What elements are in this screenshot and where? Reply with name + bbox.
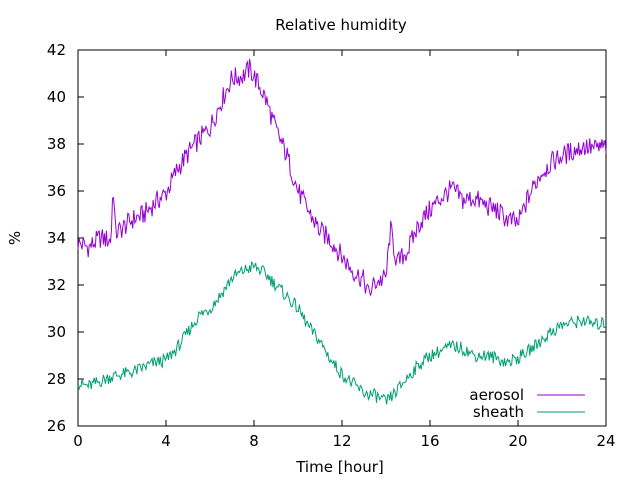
x-tick-label: 24 [596, 432, 615, 450]
x-tick-label: 16 [420, 432, 439, 450]
chart-title: Relative humidity [275, 16, 407, 34]
y-tick-label: 30 [47, 323, 66, 341]
y-tick-label: 34 [47, 229, 66, 247]
x-tick-label: 8 [249, 432, 259, 450]
series-line-sheath [77, 260, 607, 405]
y-tick-label: 38 [47, 135, 66, 153]
y-tick-label: 32 [47, 276, 66, 294]
legend-label-aerosol: aerosol [469, 386, 524, 404]
y-tick-label: 26 [47, 417, 66, 435]
x-tick-label: 20 [508, 432, 527, 450]
y-tick-label: 42 [47, 41, 66, 59]
y-tick-label: 28 [47, 370, 66, 388]
y-axis-title: % [6, 231, 24, 245]
axis-tick-labels: 0 4 8 12 16 20 24 26 28 30 32 34 36 38 40 42 [47, 41, 616, 450]
x-tick-label: 0 [73, 432, 83, 450]
y-tick-label: 36 [47, 182, 66, 200]
series-lines [77, 58, 607, 405]
y-tick-label: 40 [47, 88, 66, 106]
series-line-aerosol [77, 58, 607, 297]
x-tick-label: 12 [332, 432, 351, 450]
x-tick-label: 4 [161, 432, 171, 450]
legend-label-sheath: sheath [473, 403, 524, 421]
x-axis-title: Time [hour] [295, 458, 384, 476]
